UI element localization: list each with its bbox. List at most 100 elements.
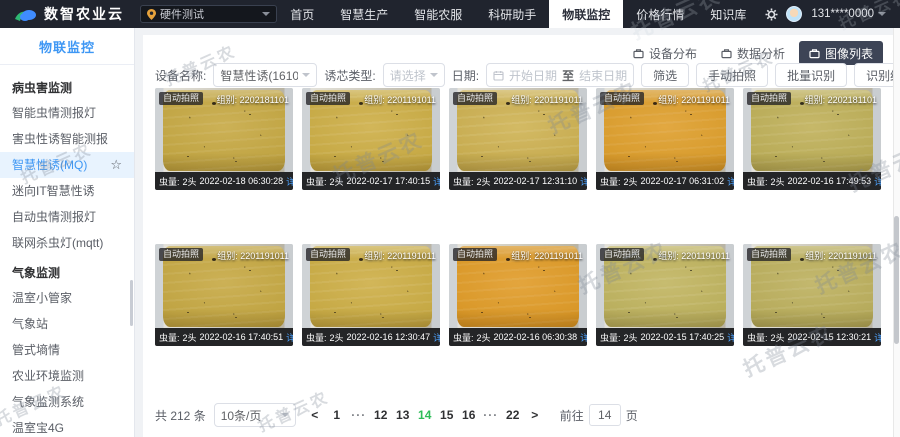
filter-button[interactable]: 筛选 xyxy=(641,63,690,87)
filter-bar: 设备名称: 智慧性诱(1610 诱芯类型: 请选择 日期: 开始日期 至 结束日… xyxy=(155,62,900,88)
trap-photo-card[interactable]: 自动拍照 组别: 2201191011 虫量: 2头 2022-02-15 17… xyxy=(596,244,734,346)
detail-link[interactable]: 详情 xyxy=(433,176,440,187)
image-card-row: 自动拍照 组别: 2202181101 虫量: 2头 2022-02-18 06… xyxy=(155,88,881,190)
sidebar-item-weather-station[interactable]: 气象站 xyxy=(12,317,49,331)
window-scrollbar[interactable] xyxy=(893,28,900,437)
sidebar-item-auto-pest-lamp[interactable]: 自动虫情测报灯 xyxy=(12,210,97,224)
tab-label: 图像列表 xyxy=(824,46,873,61)
prev-page-button[interactable]: < xyxy=(311,408,319,422)
auto-photo-badge: 自动拍照 xyxy=(453,248,498,261)
goto-label: 前往 xyxy=(559,408,584,423)
sidebar-item-weather-monitor-system[interactable]: 气象监测系统 xyxy=(12,395,85,409)
page-button-22[interactable]: 22 xyxy=(506,408,520,422)
trap-photo-card[interactable]: 自动拍照 组别: 2201191011 虫量: 2头 2022-02-17 17… xyxy=(302,88,440,190)
group-id: 组别: 2201191011 xyxy=(364,251,436,261)
auto-photo-badge: 自动拍照 xyxy=(747,92,792,105)
detail-link[interactable]: 详情 xyxy=(433,332,440,343)
insect-count: 2头 xyxy=(182,332,197,343)
lure-type-label: 诱芯类型: xyxy=(324,68,376,83)
insect-count: 2头 xyxy=(623,176,638,187)
detail-link[interactable]: 详情 xyxy=(727,332,734,343)
trap-photo-card[interactable]: 自动拍照 组别: 2201191011 虫量: 2头 2022-02-17 12… xyxy=(449,88,587,190)
window-scrollbar-thumb[interactable] xyxy=(894,216,899,344)
detail-link[interactable]: 详情 xyxy=(286,176,293,187)
capture-time: 2022-02-17 06:31:02 xyxy=(640,176,725,186)
tab-data-analysis[interactable]: 数据分析 xyxy=(710,41,795,65)
page-button-1[interactable]: 1 xyxy=(333,408,341,422)
detail-link[interactable]: 详情 xyxy=(580,176,587,187)
recognize-result-button[interactable]: 识别结果 xyxy=(854,63,900,87)
sidebar-item-greenhouse-keeper[interactable]: 温室小管家 xyxy=(12,291,73,305)
manual-photo-button[interactable]: 手动拍照 xyxy=(696,63,769,87)
nav-item-iot-monitoring[interactable]: 物联监控 xyxy=(549,0,624,28)
sidebar-item-pest-lure-report[interactable]: 害虫性诱智能测报 xyxy=(12,132,109,146)
sidebar-item-label: 智慧性诱(MQ) xyxy=(12,158,88,172)
trap-photo[interactable] xyxy=(449,244,587,328)
detail-link[interactable]: 详情 xyxy=(580,332,587,343)
insect-count: 2头 xyxy=(182,176,197,187)
tab-device-distribution[interactable]: 设备分布 xyxy=(622,41,707,65)
user-menu[interactable]: 131****0000 xyxy=(786,6,900,22)
device-select[interactable]: 智慧性诱(1610 xyxy=(213,63,318,87)
tab-image-list[interactable]: 图像列表 xyxy=(798,41,883,65)
page-button-12[interactable]: 12 xyxy=(374,408,388,422)
insect-count-label: 虫量: xyxy=(600,332,621,343)
sidebar-item-mixiang-it-lure[interactable]: 迷向IT智慧性诱 xyxy=(12,184,95,198)
batch-recognize-button[interactable]: 批量识别 xyxy=(775,63,848,87)
pages-ellipsis[interactable]: ··· xyxy=(483,408,499,422)
trap-photo-card[interactable]: 自动拍照 组别: 2202181101 虫量: 2头 2022-02-18 06… xyxy=(155,88,293,190)
sidebar-item-greenhouse-4g[interactable]: 温室宝4G xyxy=(12,421,65,435)
detail-link[interactable]: 详情 xyxy=(286,332,293,343)
insect-count-label: 虫量: xyxy=(159,332,180,343)
insect-count-label: 虫量: xyxy=(453,332,474,343)
trap-photo-card[interactable]: 自动拍照 组别: 2201191011 虫量: 2头 2022-02-17 06… xyxy=(596,88,734,190)
nav-item-smart-production[interactable]: 智慧生产 xyxy=(340,7,389,22)
insect-count-label: 虫量: xyxy=(306,332,327,343)
settings-gear-icon[interactable] xyxy=(765,8,778,21)
page-button-15[interactable]: 15 xyxy=(440,408,454,422)
detail-link[interactable]: 详情 xyxy=(727,176,734,187)
nav-item-smart-agriservice[interactable]: 智能农服 xyxy=(414,7,463,22)
chevron-down-icon xyxy=(429,73,438,77)
farm-selector-dropdown[interactable]: 硬件测试 xyxy=(140,5,278,23)
sidebar-title: 物联监控 xyxy=(0,28,134,65)
nav-item-knowledge-base[interactable]: 知识库 xyxy=(710,7,747,22)
detail-link[interactable]: 详情 xyxy=(874,332,881,343)
page-button-13[interactable]: 13 xyxy=(396,408,410,422)
trap-photo-card[interactable]: 自动拍照 组别: 2202181101 虫量: 2头 2022-02-16 17… xyxy=(743,88,881,190)
group-id: 组别: 2201191011 xyxy=(511,95,583,105)
next-page-button[interactable]: > xyxy=(531,408,539,422)
sidebar-item-networked-killer-lamp[interactable]: 联网杀虫灯(mqtt) xyxy=(12,236,104,250)
sidebar-item-agri-env-monitor[interactable]: 农业环境监测 xyxy=(12,369,85,383)
insect-count-label: 虫量: xyxy=(747,176,768,187)
card-info-bar: 虫量: 2头 2022-02-15 17:40:25 详情 xyxy=(596,328,734,346)
nav-item-price-market[interactable]: 价格行情 xyxy=(636,7,685,22)
app-title: 数智农业云 xyxy=(44,6,124,22)
insect-count: 2头 xyxy=(329,176,344,187)
goto-page-input[interactable] xyxy=(588,404,621,426)
sidebar-item-smart-pest-lamp[interactable]: 智能虫情测报灯 xyxy=(12,106,97,120)
trap-photo[interactable] xyxy=(155,244,293,328)
page-button-14-active[interactable]: 14 xyxy=(418,408,432,422)
favorite-star-icon[interactable]: ☆ xyxy=(110,157,122,172)
sidebar-item-smart-lure-mq[interactable]: 智慧性诱(MQ) ☆ xyxy=(0,152,134,178)
group-id: 组别: 2201191011 xyxy=(511,251,583,261)
user-phone: 131****0000 xyxy=(811,8,874,20)
trap-photo-card[interactable]: 自动拍照 组别: 2201191011 虫量: 2头 2022-02-16 17… xyxy=(155,244,293,346)
trap-photo-card[interactable]: 自动拍照 组别: 2201191011 虫量: 2头 2022-02-16 06… xyxy=(449,244,587,346)
date-range-picker[interactable]: 开始日期 至 结束日期 xyxy=(486,63,635,87)
pages-ellipsis[interactable]: ··· xyxy=(351,408,367,422)
nav-item-home[interactable]: 首页 xyxy=(290,7,315,22)
detail-link[interactable]: 详情 xyxy=(874,176,881,187)
page-button-16[interactable]: 16 xyxy=(462,408,476,422)
nav-item-research-assistant[interactable]: 科研助手 xyxy=(488,7,537,22)
sidebar-scrollbar[interactable] xyxy=(130,280,133,326)
capture-time: 2022-02-17 12:31:10 xyxy=(493,176,578,186)
trap-photo-card[interactable]: 自动拍照 组别: 2201191011 虫量: 2头 2022-02-16 12… xyxy=(302,244,440,346)
lure-type-select[interactable]: 请选择 xyxy=(382,63,445,87)
trap-photo-card[interactable]: 自动拍照 组别: 2201191011 虫量: 2头 2022-02-15 12… xyxy=(743,244,881,346)
auto-photo-badge: 自动拍照 xyxy=(453,92,498,105)
page-size-select[interactable]: 10条/页 xyxy=(213,403,296,427)
sidebar-item-tube-moisture[interactable]: 管式墒情 xyxy=(12,343,61,357)
device-distribution-icon xyxy=(633,48,644,59)
